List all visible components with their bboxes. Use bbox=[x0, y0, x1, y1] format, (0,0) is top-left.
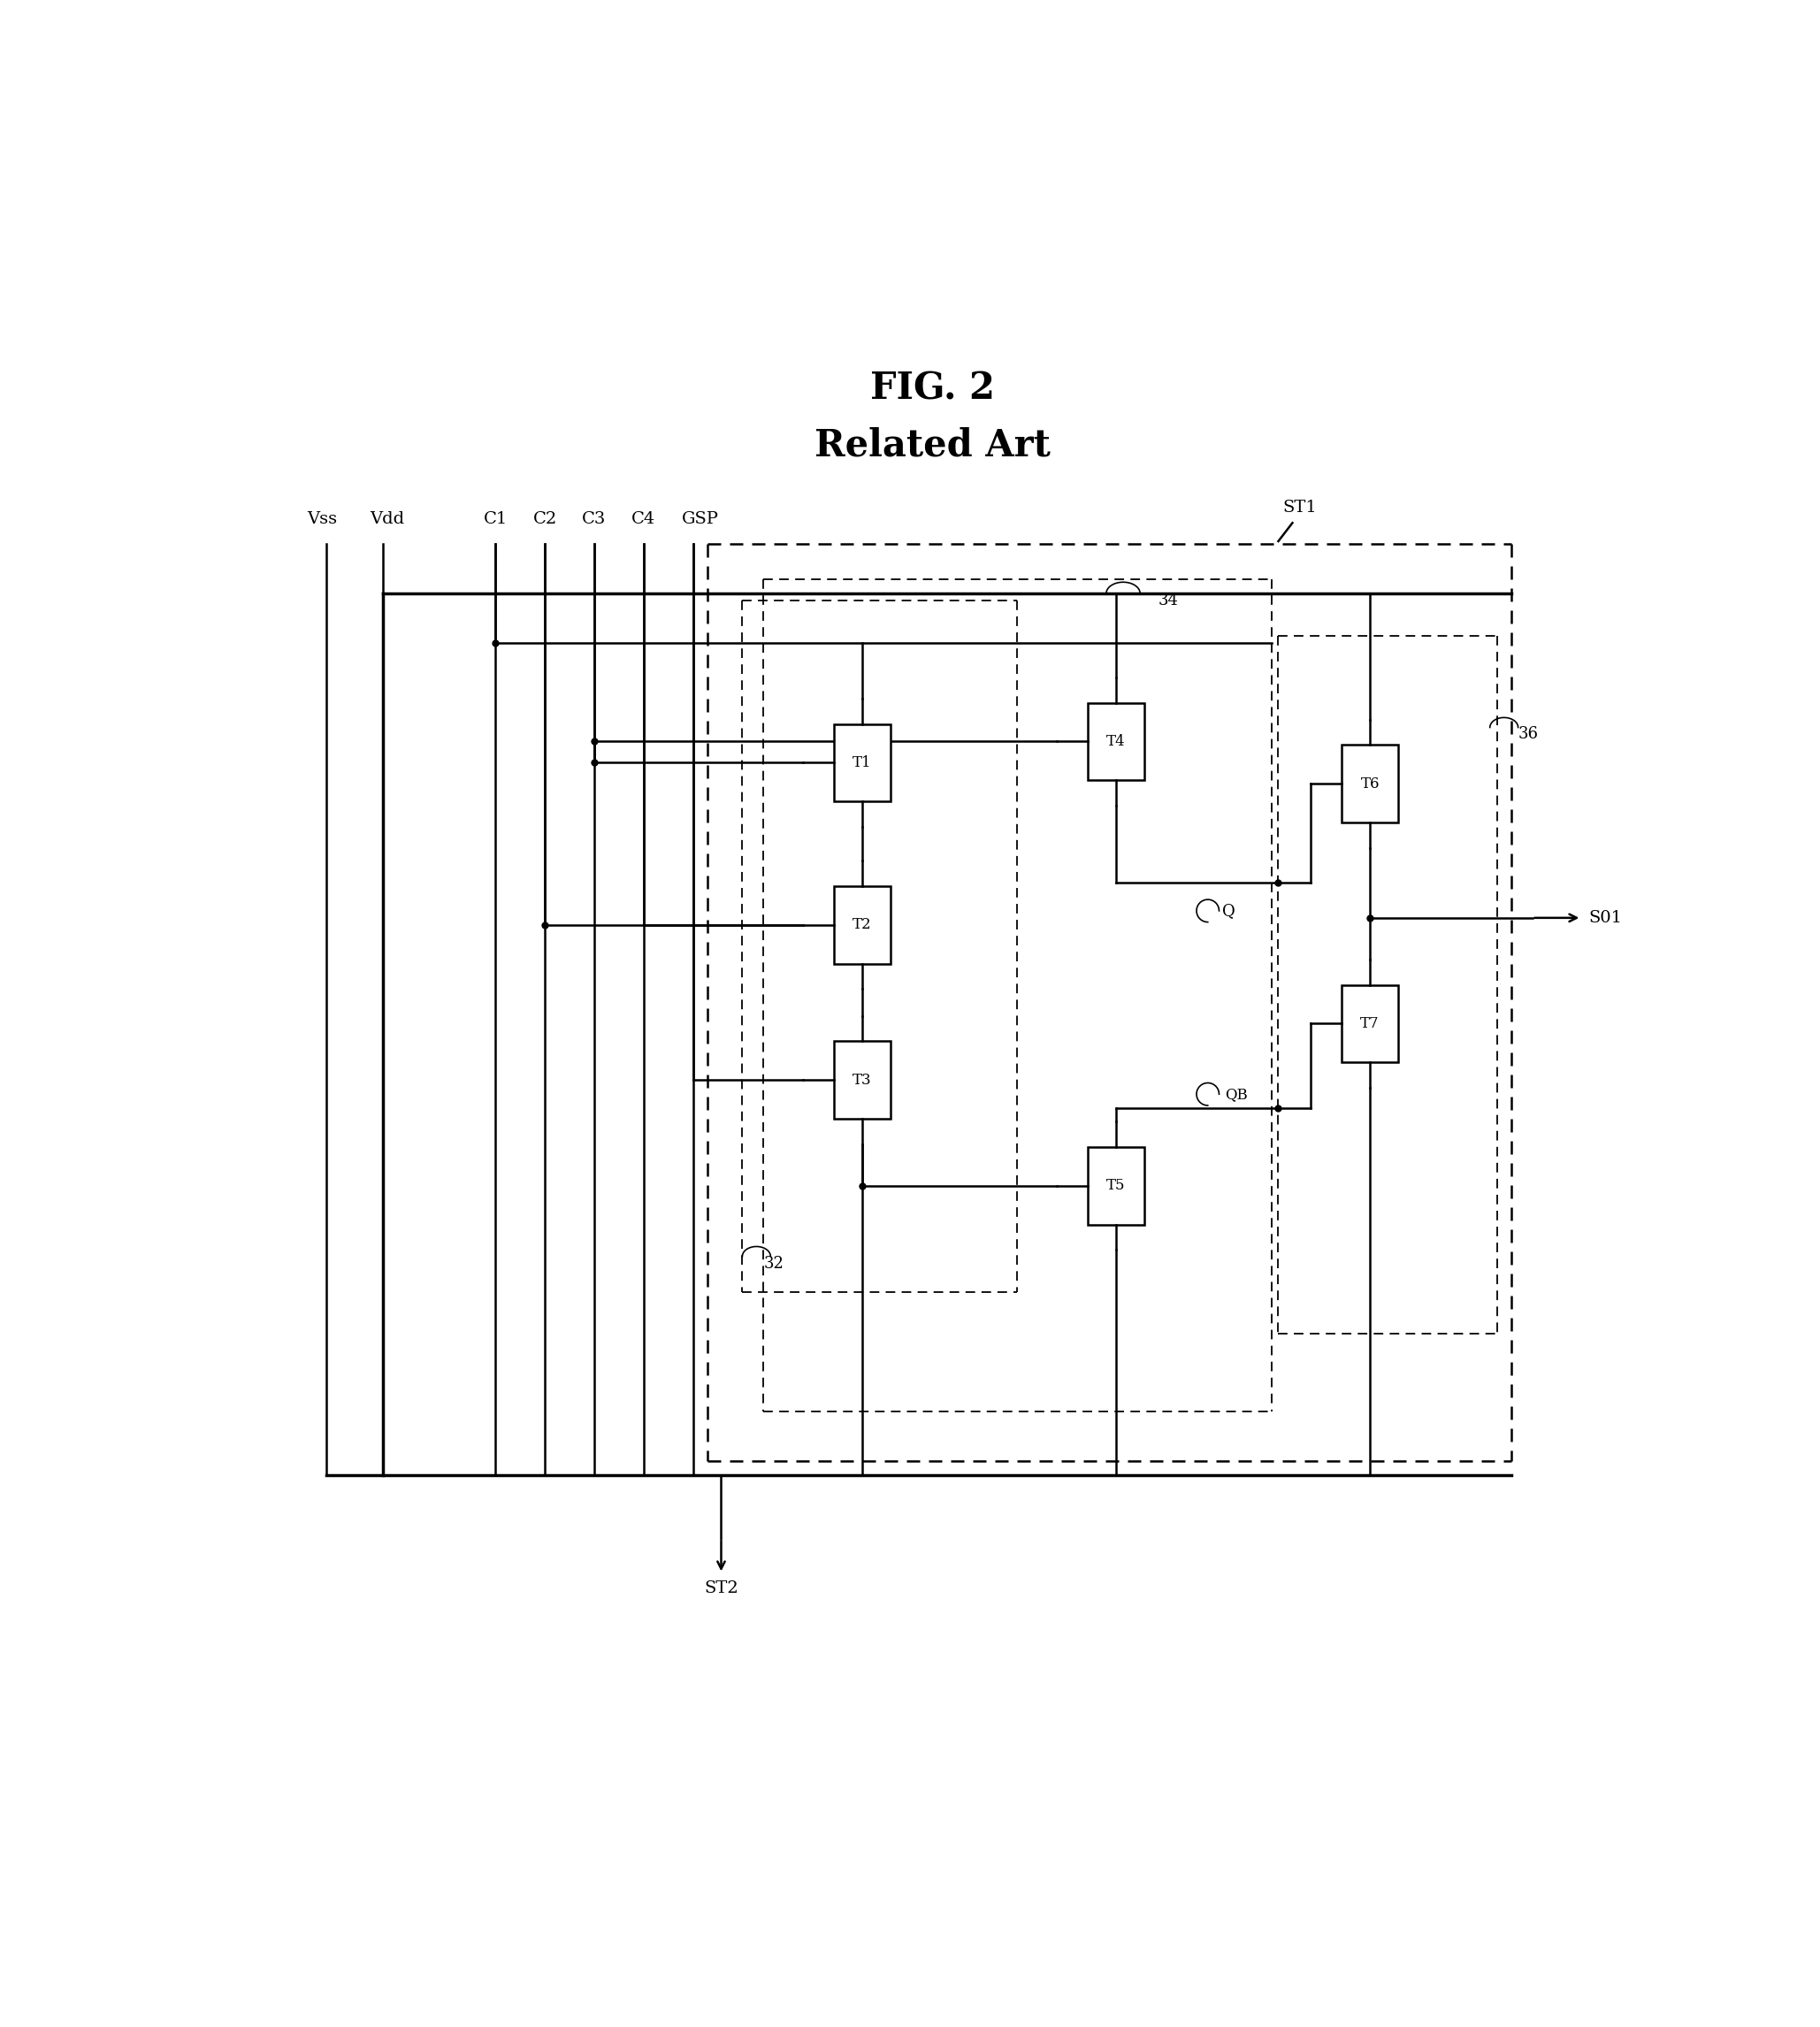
Bar bbox=[834, 886, 890, 963]
Text: GSP: GSP bbox=[681, 511, 719, 527]
Text: T4: T4 bbox=[1107, 734, 1127, 750]
Text: QB: QB bbox=[1225, 1086, 1247, 1103]
Text: T5: T5 bbox=[1107, 1178, 1125, 1194]
Text: Related Art: Related Art bbox=[815, 428, 1050, 464]
Text: C4: C4 bbox=[632, 511, 655, 527]
Bar bbox=[1088, 703, 1145, 780]
Text: T7: T7 bbox=[1360, 1016, 1380, 1032]
Text: Q: Q bbox=[1223, 902, 1236, 918]
Text: 34: 34 bbox=[1158, 592, 1179, 608]
Text: S01: S01 bbox=[1589, 910, 1622, 926]
Text: Vss: Vss bbox=[308, 511, 337, 527]
Text: Vdd: Vdd bbox=[369, 511, 404, 527]
Bar bbox=[1341, 985, 1398, 1062]
Text: C2: C2 bbox=[533, 511, 557, 527]
Text: ST1: ST1 bbox=[1283, 501, 1316, 515]
Bar bbox=[834, 724, 890, 801]
Text: ST2: ST2 bbox=[704, 1581, 739, 1597]
Text: FIG. 2: FIG. 2 bbox=[870, 371, 996, 407]
Bar bbox=[1341, 746, 1398, 823]
Bar bbox=[1088, 1147, 1145, 1224]
Text: 36: 36 bbox=[1518, 726, 1538, 742]
Text: T3: T3 bbox=[852, 1072, 872, 1088]
Text: 32: 32 bbox=[764, 1255, 784, 1271]
Text: T2: T2 bbox=[852, 918, 872, 932]
Bar bbox=[834, 1042, 890, 1119]
Text: T1: T1 bbox=[852, 756, 872, 770]
Text: C1: C1 bbox=[484, 511, 508, 527]
Text: T6: T6 bbox=[1361, 776, 1380, 791]
Text: C3: C3 bbox=[582, 511, 606, 527]
